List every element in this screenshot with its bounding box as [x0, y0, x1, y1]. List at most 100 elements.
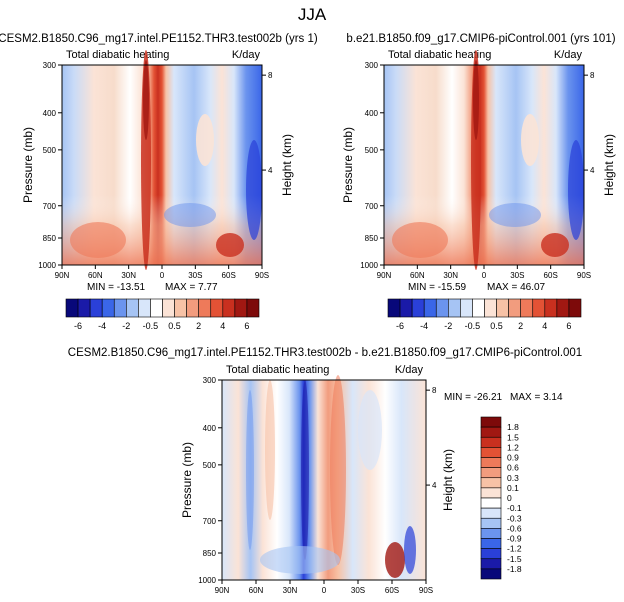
x-tick-label: 30N: [283, 586, 298, 595]
colorbar-swatch: [480, 548, 502, 560]
colorbar-swatch: [174, 298, 187, 318]
x-tick-label: 0: [322, 586, 327, 595]
colorbar-label: 2: [196, 321, 201, 331]
colorbar-swatch: [480, 426, 502, 438]
height-axis-label: Height (km): [441, 449, 455, 511]
colorbar-swatch: [234, 298, 248, 318]
colorbar-swatch: [568, 298, 582, 318]
min-label: MIN = -13.51: [87, 282, 146, 293]
x-tick-label: 60N: [249, 586, 264, 595]
x-tick-label: 60N: [88, 271, 103, 280]
y-tick-label: 500: [203, 461, 217, 470]
colorbar-swatch: [126, 298, 139, 318]
y-tick-label: 400: [203, 424, 217, 433]
x-tick-label: 60N: [410, 271, 425, 280]
colorbar-left: -6 -4 -2 -0.5 0.5 2 4 6: [65, 298, 260, 331]
max-label: MAX = 46.07: [487, 282, 546, 293]
x-tick-label: 30S: [351, 586, 365, 595]
heatmap-field: [384, 50, 584, 270]
colorbar-swatch: [496, 298, 509, 318]
panel-right-label: K/day: [232, 49, 261, 61]
colorbar-label: 0.5: [168, 321, 181, 331]
colorbar-swatch: [186, 298, 199, 318]
y-tick-label: 1000: [38, 261, 56, 270]
x-tick-label: 90N: [215, 586, 230, 595]
panel-left-label: Total diabatic heating: [226, 364, 329, 376]
colorbar-swatch: [113, 298, 127, 318]
y-tick-label: 300: [43, 61, 57, 70]
colorbar-label: 2: [518, 321, 523, 331]
colorbar-label: 1.2: [507, 442, 519, 452]
height-axis-label: Height (km): [280, 134, 294, 196]
x-tick-label: 30S: [510, 271, 524, 280]
colorbar-swatch: [480, 538, 502, 549]
colorbar-swatch: [448, 298, 461, 318]
colorbar-label: 0.9: [507, 453, 519, 463]
colorbar-label: -2: [444, 321, 452, 331]
colorbar-label: -0.9: [507, 534, 522, 544]
colorbar-swatch: [472, 298, 485, 318]
colorbar-swatch: [480, 457, 502, 468]
colorbar-swatch: [387, 298, 401, 318]
colorbar-label: 0.1: [507, 483, 519, 493]
y-tick-label: 400: [365, 109, 379, 118]
colorbar-swatch: [246, 298, 260, 318]
colorbar-diff: 1.81.51.20.90.60.30.10-0.1-0.3-0.6-0.9-1…: [480, 416, 522, 580]
colorbar-label: -0.3: [507, 513, 522, 523]
x-tick-label: 90S: [577, 271, 591, 280]
colorbar-label: -0.5: [465, 321, 481, 331]
colorbar-right: -6 -4 -2 -0.5 0.5 2 4 6: [387, 298, 582, 331]
colorbar-label: 0: [507, 493, 512, 503]
y-axis-label: Pressure (mb): [341, 127, 355, 203]
min-label: MIN = -15.59: [408, 282, 467, 293]
colorbar-label: -0.6: [507, 523, 522, 533]
colorbar-label: 0.5: [490, 321, 503, 331]
panel-top-left: CESM2.B1850.C96_mg17.intel.PE1152.THR3.t…: [0, 33, 318, 293]
colorbar-label: -6: [74, 321, 82, 331]
colorbar-swatch: [89, 298, 103, 318]
colorbar-label: 0.3: [507, 473, 519, 483]
panel-left-label: Total diabatic heating: [388, 49, 491, 61]
colorbar-swatch: [423, 298, 437, 318]
x-tick-label: 90S: [419, 586, 433, 595]
colorbar-swatch: [480, 487, 502, 499]
figure-title: JJA: [298, 5, 327, 24]
max-label: MAX = 3.14: [510, 392, 563, 403]
panel-right-label: K/day: [554, 49, 583, 61]
colorbar-label: 6: [566, 321, 571, 331]
colorbar-swatch: [435, 298, 449, 318]
colorbar-swatch: [65, 298, 79, 318]
colorbar-swatch: [544, 298, 558, 318]
panel-left-label: Total diabatic heating: [66, 49, 169, 61]
colorbar-label: -6: [396, 321, 404, 331]
y-tick-label: 850: [203, 549, 217, 558]
colorbar-label: -1.5: [507, 554, 522, 564]
colorbar-swatch: [480, 517, 502, 529]
colorbar-label: -0.1: [507, 503, 522, 513]
colorbar-label: 4: [542, 321, 547, 331]
colorbar-swatch: [411, 298, 425, 318]
y-tick-label: 1000: [360, 261, 378, 270]
colorbar-swatch: [198, 298, 212, 318]
colorbar-label: 4: [220, 321, 225, 331]
colorbar-label: -1.8: [507, 564, 522, 574]
colorbar-label: -0.5: [143, 321, 159, 331]
panel-bottom: CESM2.B1850.C96_mg17.intel.PE1152.THR3.t…: [68, 347, 582, 595]
colorbar-label: 6: [244, 321, 249, 331]
colorbar-label: -4: [420, 321, 428, 331]
x-tick-label: 30S: [188, 271, 202, 280]
colorbar-swatch: [480, 436, 502, 448]
colorbar-swatch: [480, 507, 502, 519]
colorbar-label: -1.2: [507, 544, 522, 554]
height-tick-label: 4: [432, 481, 437, 490]
x-tick-label: 0: [160, 271, 165, 280]
colorbar-swatch: [162, 298, 175, 318]
y-tick-label: 700: [365, 202, 379, 211]
colorbar-label: 1.8: [507, 422, 519, 432]
colorbar-swatch: [138, 298, 151, 318]
y-tick-label: 300: [203, 376, 217, 385]
colorbar-swatch: [222, 298, 236, 318]
height-tick-label: 8: [432, 386, 437, 395]
panel-title: CESM2.B1850.C96_mg17.intel.PE1152.THR3.t…: [68, 347, 582, 359]
x-tick-label: 30N: [443, 271, 458, 280]
